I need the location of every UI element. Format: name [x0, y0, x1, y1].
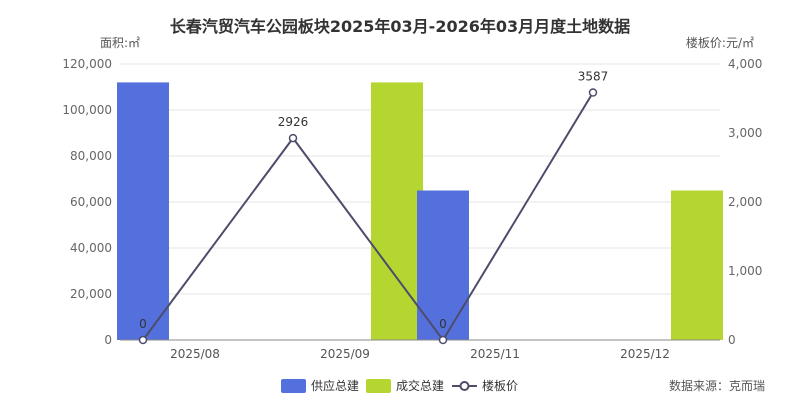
left-tick-label: 0	[104, 333, 112, 347]
category-label: 2025/12	[620, 347, 670, 361]
price-point	[438, 335, 448, 345]
bar-deal	[371, 82, 423, 341]
legend-swatch	[281, 379, 306, 393]
legend-swatch	[366, 379, 391, 393]
legend: 供应总建 成交总建 楼板价	[281, 378, 518, 393]
left-tick-label: 20,000	[70, 287, 112, 301]
price-label: 0	[139, 317, 147, 331]
right-tick-label: 2,000	[728, 195, 762, 209]
right-tick-label: 4,000	[728, 57, 762, 71]
left-tick-label: 40,000	[70, 241, 112, 255]
category-label: 2025/11	[470, 347, 520, 361]
left-tick-label: 120,000	[62, 57, 112, 71]
category-labels: 2025/08 2025/09 2025/11 2025/12	[170, 347, 670, 361]
left-axis-ticks: 0 20,000 40,000 60,000 80,000 100,000 120,000	[62, 57, 112, 347]
legend-label: 成交总建	[396, 378, 444, 393]
legend-label: 供应总建	[311, 378, 359, 393]
price-point	[138, 335, 148, 345]
price-label: 3587	[578, 69, 609, 83]
right-tick-label: 0	[728, 333, 736, 347]
right-axis-label: 楼板价:元/㎡	[686, 35, 754, 50]
price-label: 2926	[278, 115, 309, 129]
left-tick-label: 100,000	[62, 103, 112, 117]
category-label: 2025/09	[320, 347, 370, 361]
price-line	[142, 91, 594, 342]
right-tick-label: 1,000	[728, 264, 762, 278]
line-series: 0 2926 0 3587	[138, 69, 609, 345]
legend-label: 楼板价	[482, 378, 518, 393]
category-label: 2025/08	[170, 347, 220, 361]
legend-swatch-marker	[459, 381, 470, 391]
price-point	[588, 88, 598, 97]
data-source: 数据来源：克而瑞	[669, 378, 765, 393]
bar-deal	[671, 190, 723, 340]
right-axis-ticks: 0 1,000 2,000 3,000 4,000	[728, 57, 762, 347]
price-point	[288, 133, 298, 143]
left-axis-label: 面积:㎡	[100, 36, 140, 50]
left-tick-label: 80,000	[70, 149, 112, 163]
right-tick-label: 3,000	[728, 126, 762, 140]
chart-title: 长春汽贸汽车公园板块2025年03月-2026年03月月度土地数据	[170, 17, 630, 36]
left-tick-label: 60,000	[70, 195, 112, 209]
price-label: 0	[439, 317, 447, 331]
bar-supply	[117, 82, 169, 341]
bars	[117, 82, 723, 341]
